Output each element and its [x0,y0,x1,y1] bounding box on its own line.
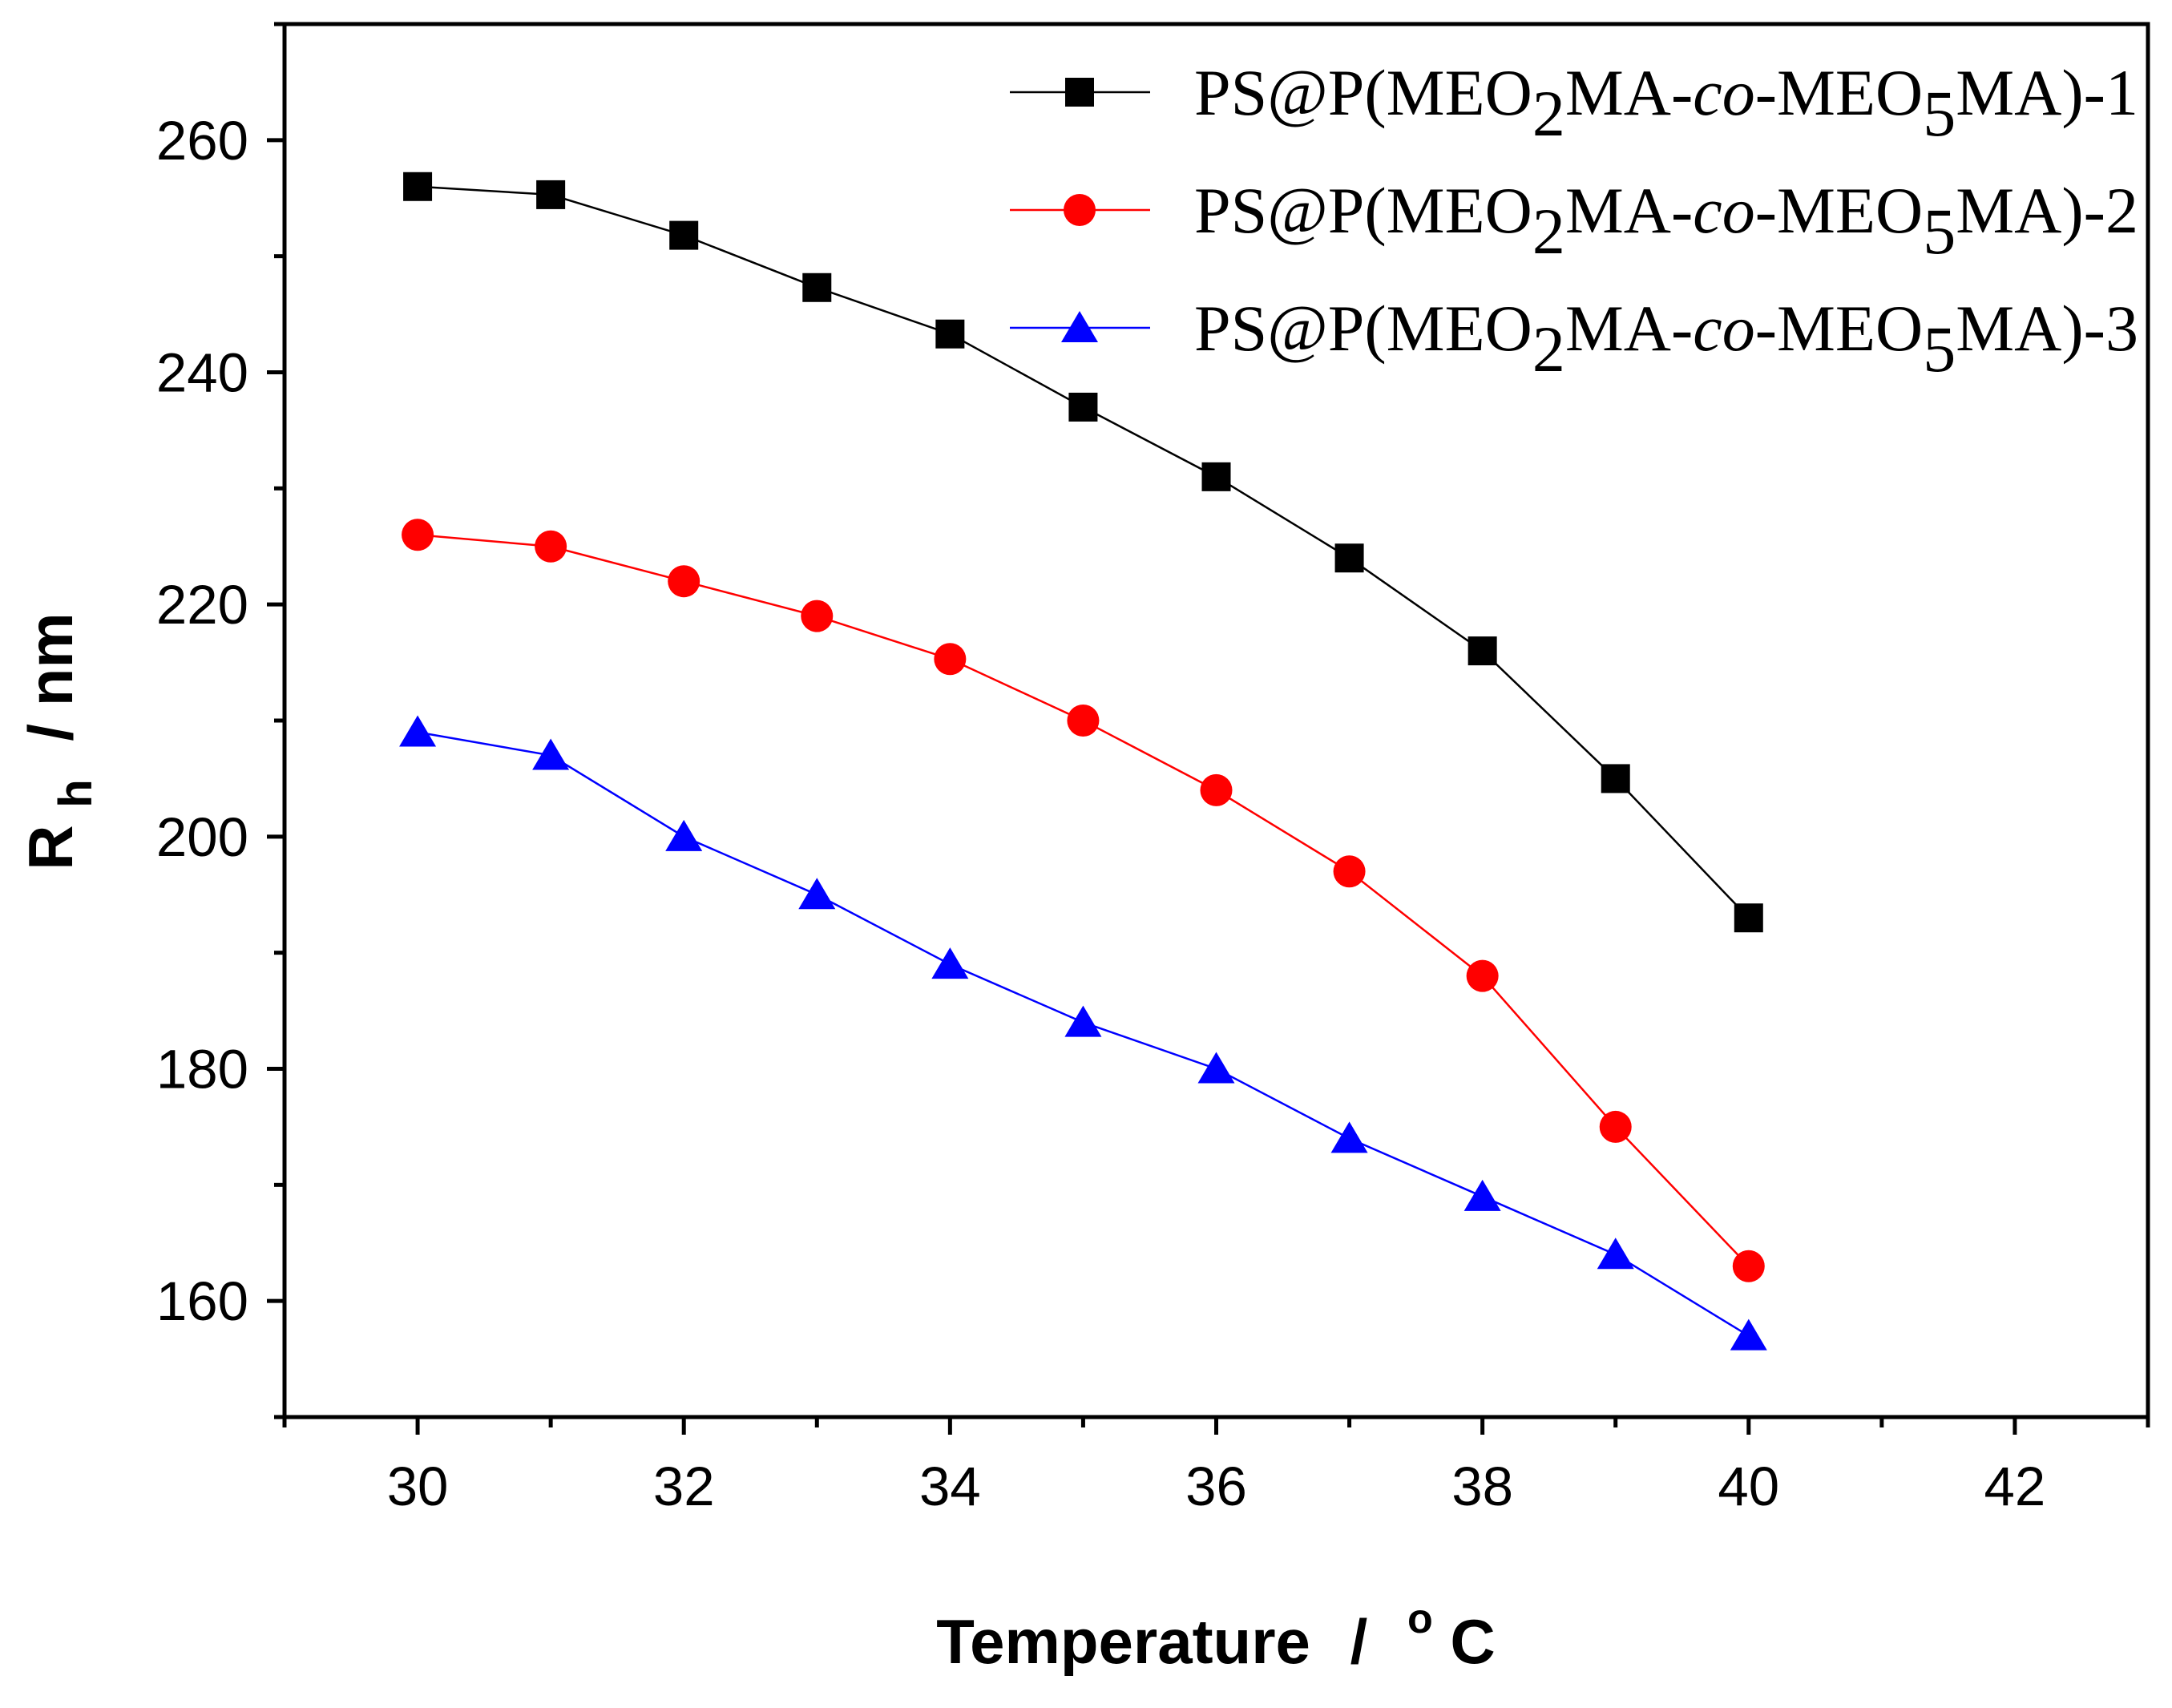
series-1-point [1334,543,1364,573]
series-3-point [798,878,836,910]
series-2-point [1200,773,1233,806]
series-2 [402,519,1765,1282]
legend-label-part: 5 [1923,77,1956,150]
series-2-point [402,519,434,551]
y-axis-label-subscript: h [50,779,102,807]
legend-label-part: PS@P(MEO [1194,292,1532,365]
series-3-point [931,947,969,979]
x-axis-unit-superscript: o [1407,1596,1433,1642]
axis-ticks: 30 32 34 36 38 40 42 160 180 200 220 240 260 [156,22,2150,1517]
legend-marker [1065,78,1094,107]
y-tick-label: 260 [156,110,248,172]
legend-label-part: co [1693,174,1754,247]
series-1-point [1068,392,1098,422]
legend-label: PS@P(MEO2MA-co-MEO5MA)-2 [1194,174,2138,268]
series-3-point [1064,1005,1102,1037]
legend-label-part: -MEO [1755,56,1924,129]
x-axis-label: Temperature [936,1606,1310,1677]
series-2-point [535,530,567,563]
series-2-point [1599,1110,1632,1143]
series-1 [403,172,1763,933]
series-2-point [1333,855,1366,888]
legend-label-part: 5 [1923,195,1956,268]
x-tick-label: 36 [1185,1456,1247,1517]
series-1-point [1468,636,1497,666]
legend-label-part: 2 [1532,313,1565,386]
legend-label-part: -MEO [1755,174,1924,247]
y-tick-label: 180 [156,1039,248,1100]
y-tick-label: 160 [156,1270,248,1332]
x-axis-unit: C [1450,1606,1495,1677]
series-2-point [1067,705,1100,737]
x-axis-title: Temperature / o C [936,1576,1496,1677]
x-tick-label: 34 [919,1456,981,1517]
series-2-line [417,534,1750,1267]
legend-label-part: PS@P(MEO [1194,174,1532,247]
series-1-point [802,273,832,302]
legend-label: PS@P(MEO2MA-co-MEO5MA)-1 [1194,56,2138,150]
y-tick-label: 200 [156,806,248,868]
series-3-point [1730,1318,1767,1351]
series-2-point [934,643,967,676]
legend-label-part: MA- [1565,174,1693,247]
legend-label-part: 5 [1923,313,1956,386]
legend-label-part: MA- [1565,292,1693,365]
legend-label-part: MA- [1565,56,1693,129]
legend-entry-1: PS@P(MEO2MA-co-MEO5MA)-1 [1010,56,2138,150]
series-1-point [403,172,433,201]
series-2-point [1466,959,1499,992]
x-tick-label: 42 [1984,1456,2046,1517]
legend-label-part: -MEO [1755,292,1924,365]
legend-entry-2: PS@P(MEO2MA-co-MEO5MA)-2 [1010,174,2138,268]
series-2-point [668,565,700,598]
legend: PS@P(MEO2MA-co-MEO5MA)-1PS@P(MEO2MA-co-M… [1010,56,2138,386]
series-3-point [665,819,703,851]
legend-label-part: MA)-1 [1956,56,2138,129]
series-3-point [1597,1238,1634,1270]
y-axis-title: R h / nm [15,612,105,870]
series-1-point [1734,903,1763,933]
x-axis-separator: / [1350,1606,1368,1677]
legend-label-part: co [1693,56,1754,129]
x-tick-label: 32 [653,1456,715,1517]
legend-label-part: MA)-3 [1956,292,2138,365]
legend-label-part: 2 [1532,77,1565,150]
series-1-line [417,185,1750,919]
y-axis-label: R [15,825,86,870]
series-1-point [935,319,965,349]
series-layer [399,172,1767,1351]
legend-marker [1061,311,1098,342]
x-tick-label: 38 [1451,1456,1513,1517]
legend-marker [1064,194,1096,226]
legend-entry-3: PS@P(MEO2MA-co-MEO5MA)-3 [1010,292,2138,386]
series-3-point [532,738,570,770]
series-1-point [1601,764,1630,793]
x-tick-label: 30 [387,1456,449,1517]
legend-label-part: MA)-2 [1956,174,2138,247]
x-tick-label: 40 [1718,1456,1779,1517]
y-tick-label: 220 [156,574,248,636]
legend-label-part: co [1693,292,1754,365]
legend-label: PS@P(MEO2MA-co-MEO5MA)-3 [1194,292,2138,386]
y-tick-label: 240 [156,342,248,404]
series-1-point [536,180,566,209]
series-3-point [1330,1121,1368,1153]
series-2-point [1732,1250,1765,1282]
y-axis-unit: / nm [15,612,86,741]
series-3-point [1197,1052,1235,1084]
series-1-point [669,220,699,250]
series-3-point [399,715,437,747]
series-3-point [1463,1179,1501,1211]
series-1-point [1201,462,1231,491]
legend-label-part: PS@P(MEO [1194,56,1532,129]
series-2-point [801,600,834,632]
legend-label-part: 2 [1532,195,1565,268]
series-3 [399,715,1767,1351]
